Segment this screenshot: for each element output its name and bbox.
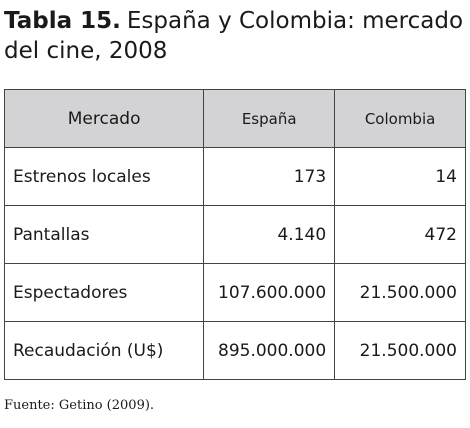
table-row: Estrenos locales 173 14 [3, 147, 466, 206]
table-cell: 21.500.000 [334, 321, 466, 380]
table-row: Recaudación (U$) 895.000.000 21.500.000 [3, 321, 466, 380]
column-header: España [203, 89, 336, 148]
table-row: Espectadores 107.600.000 21.500.000 [3, 263, 466, 322]
table-row: Pantallas 4.140 472 [3, 205, 466, 264]
table-cell: 472 [334, 205, 466, 264]
table-cell: 4.140 [203, 205, 336, 264]
table-cell: 21.500.000 [334, 263, 466, 322]
table-cell: 173 [203, 147, 336, 206]
row-label: Estrenos locales [3, 147, 205, 206]
source-note: Fuente: Getino (2009). [4, 398, 155, 413]
row-label: Espectadores [3, 263, 205, 322]
table-cell: 14 [334, 147, 466, 206]
header-row: Mercado España Colombia [3, 89, 466, 148]
table-cell: 107.600.000 [203, 263, 336, 322]
column-header: Colombia [334, 89, 466, 148]
data-table: Mercado España Colombia Estrenos locales 17… [3, 89, 466, 380]
row-label: Pantallas [3, 205, 205, 264]
table-cell: 895.000.000 [203, 321, 336, 380]
row-label: Recaudación (U$) [3, 321, 205, 380]
title-text: España y Colombia: mercado del cine, 200… [4, 8, 464, 64]
table-number: Tabla 15. [4, 8, 121, 34]
table-body: Estrenos locales 173 14 Pantallas 4.140 472 Es… [3, 147, 466, 380]
table-title: Tabla 15. España y Colombia: mercado del … [4, 6, 464, 66]
column-header: Mercado [3, 89, 205, 148]
